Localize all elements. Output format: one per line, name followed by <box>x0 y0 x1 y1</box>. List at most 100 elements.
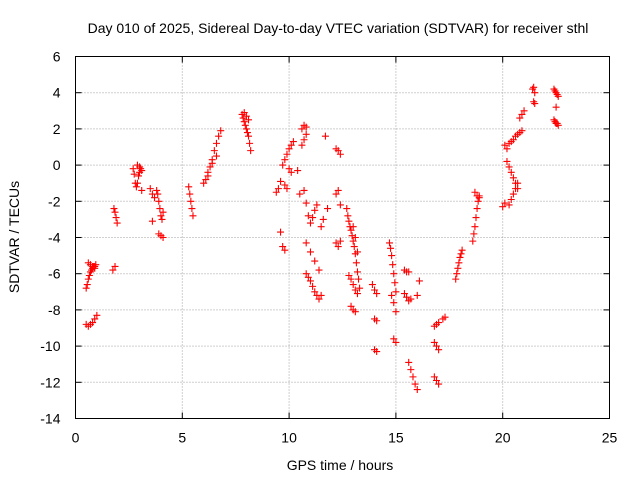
data-point <box>302 239 310 247</box>
data-point <box>530 83 538 91</box>
grid-lines <box>75 56 610 419</box>
y-tick-label: 6 <box>53 49 61 65</box>
data-point <box>277 177 285 185</box>
data-point <box>296 190 304 198</box>
data-point <box>345 272 353 280</box>
data-point <box>336 150 344 158</box>
data-point <box>501 199 509 207</box>
data-point <box>272 188 280 196</box>
data-point <box>159 234 167 241</box>
data-point <box>368 281 376 289</box>
data-point <box>200 179 208 187</box>
data-point <box>302 270 310 278</box>
data-point <box>138 186 146 194</box>
data-point <box>110 205 118 213</box>
data-point <box>413 386 421 394</box>
data-point <box>505 201 513 209</box>
data-point <box>507 168 515 176</box>
data-point <box>400 290 408 298</box>
data-point <box>509 136 517 144</box>
data-point <box>435 319 443 327</box>
data-point <box>503 157 511 165</box>
data-point <box>334 243 342 251</box>
data-point <box>186 190 194 198</box>
data-point <box>306 277 314 285</box>
data-point <box>332 190 340 198</box>
data-point <box>283 150 291 158</box>
data-point <box>509 174 517 182</box>
data-point <box>304 273 312 281</box>
data-point <box>458 246 466 254</box>
data-point <box>332 239 340 247</box>
axis-ticks <box>75 56 610 419</box>
y-tick-label: -2 <box>48 193 61 209</box>
data-point <box>435 380 443 388</box>
data-point <box>472 214 480 222</box>
data-point <box>281 181 289 189</box>
data-point <box>281 156 289 164</box>
data-point <box>93 311 101 319</box>
data-point <box>469 237 477 245</box>
data-point <box>85 272 93 280</box>
y-axis-title: SDTVAR / TECUs <box>6 181 22 293</box>
data-point <box>505 163 513 171</box>
data-point <box>373 317 381 325</box>
data-point <box>475 194 483 202</box>
data-point <box>520 107 528 115</box>
data-point <box>317 291 325 299</box>
data-point <box>355 275 363 283</box>
data-point <box>313 201 321 209</box>
data-point <box>321 132 329 140</box>
data-point <box>389 261 397 269</box>
y-tick-label: -4 <box>48 230 61 246</box>
y-tick-label: -6 <box>48 266 61 282</box>
data-point <box>208 159 216 167</box>
data-point <box>349 281 357 289</box>
data-point <box>247 147 255 155</box>
data-point <box>411 380 419 388</box>
data-point <box>413 291 421 299</box>
data-point <box>113 219 121 227</box>
data-point <box>514 179 522 187</box>
data-point <box>109 266 117 274</box>
data-point <box>470 230 478 238</box>
data-point <box>353 248 361 256</box>
data-point <box>353 268 361 276</box>
data-point <box>242 112 250 120</box>
data-point <box>315 266 323 274</box>
data-point <box>452 275 460 283</box>
data-point <box>311 257 319 265</box>
data-point <box>302 130 310 138</box>
data-point <box>518 127 526 135</box>
data-point <box>351 234 359 241</box>
data-point <box>206 163 214 171</box>
data-point <box>336 237 344 245</box>
x-tick-label: 25 <box>602 430 618 446</box>
data-point <box>350 243 358 251</box>
data-point <box>405 358 413 366</box>
data-point <box>317 223 325 231</box>
data-point <box>202 176 210 184</box>
data-point <box>454 264 462 272</box>
data-point <box>82 284 90 292</box>
data-point <box>471 223 479 231</box>
x-tick-label: 10 <box>281 430 297 446</box>
y-tick-label: 4 <box>53 85 61 101</box>
x-tick-label: 20 <box>495 430 511 446</box>
data-point <box>89 319 97 327</box>
data-point <box>159 208 167 216</box>
data-point <box>84 275 92 283</box>
data-point <box>274 185 282 193</box>
data-point <box>242 125 250 133</box>
data-point <box>298 125 306 133</box>
x-axis-title: GPS time / hours <box>287 457 394 473</box>
data-point <box>405 268 413 276</box>
data-point <box>348 232 356 240</box>
x-tick-label: 0 <box>72 430 80 446</box>
data-point <box>347 275 355 283</box>
data-point <box>435 346 443 354</box>
data-point <box>302 199 310 207</box>
data-point <box>306 219 314 227</box>
data-point <box>287 168 295 176</box>
data-point <box>554 92 562 100</box>
